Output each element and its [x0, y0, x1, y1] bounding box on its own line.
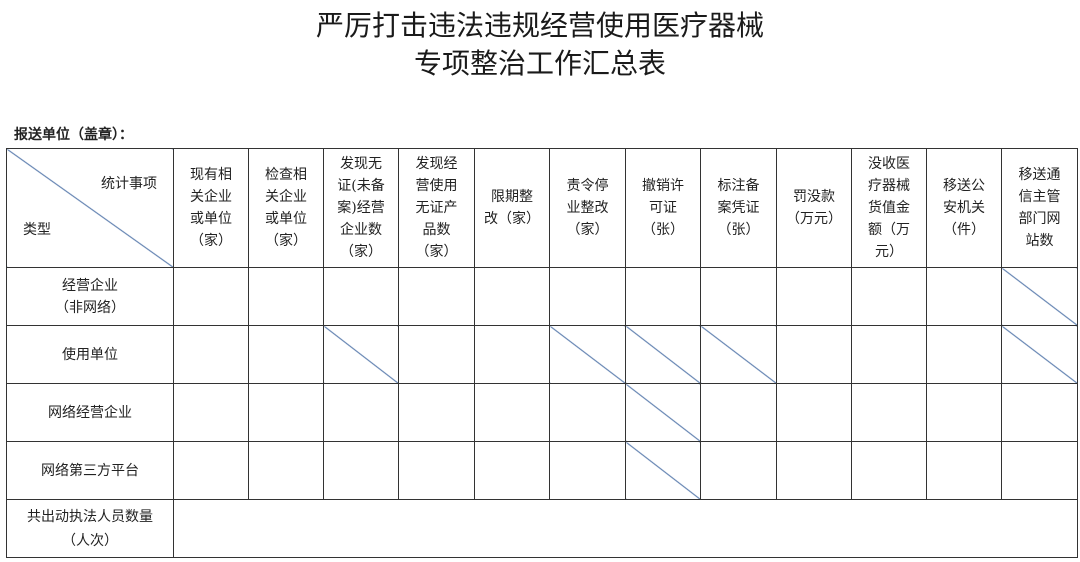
column-header: 现有相 关企业 或单位 （家）	[173, 148, 249, 268]
table-row: 经营企业 （非网络）	[6, 267, 1078, 326]
column-header: 撤销许 可证 （张）	[625, 148, 701, 268]
data-cell[interactable]	[398, 325, 475, 384]
data-cell[interactable]	[851, 383, 927, 442]
data-cell[interactable]	[323, 267, 399, 326]
data-cell[interactable]	[700, 267, 777, 326]
corner-header-cell: 统计事项 类型	[6, 148, 174, 268]
data-cell[interactable]	[926, 441, 1002, 500]
data-cell[interactable]	[248, 383, 324, 442]
submit-unit-label: 报送单位（盖章）：	[14, 127, 133, 143]
summary-table: 统计事项 类型 现有相 关企业 或单位 （家） 检查相 关企业 或单位 （家） 发现…	[6, 148, 1078, 558]
data-cell[interactable]	[474, 383, 550, 442]
slashed-cell	[625, 383, 701, 442]
data-cell[interactable]	[248, 267, 324, 326]
data-cell[interactable]	[398, 383, 475, 442]
slashed-cell	[625, 325, 701, 384]
slashed-cell	[549, 325, 626, 384]
column-header: 发现无 证(未备 案)经营 企业数 （家）	[323, 148, 399, 268]
data-cell[interactable]	[474, 441, 550, 500]
column-header: 标注备 案凭证 （张）	[700, 148, 777, 268]
data-cell[interactable]	[776, 383, 852, 442]
slashed-cell	[1001, 325, 1078, 384]
corner-type-label: 类型	[23, 222, 51, 238]
data-cell[interactable]	[398, 267, 475, 326]
data-cell[interactable]	[248, 325, 324, 384]
data-cell[interactable]	[549, 267, 626, 326]
data-cell[interactable]	[323, 383, 399, 442]
data-cell[interactable]	[474, 267, 550, 326]
data-cell[interactable]	[1001, 441, 1078, 500]
page-title: 严厉打击违法违规经营使用医疗器械	[315, 9, 764, 42]
personnel-count-label: 共出动执法人员数量 （人次）	[6, 499, 174, 558]
column-header: 发现经 营使用 无证产 品数 （家）	[398, 148, 475, 268]
slashed-cell	[700, 325, 777, 384]
data-cell[interactable]	[173, 441, 249, 500]
data-cell[interactable]	[173, 325, 249, 384]
data-cell[interactable]	[323, 441, 399, 500]
data-cell[interactable]	[851, 267, 927, 326]
column-header: 移送公 安机关 （件）	[926, 148, 1002, 268]
column-header: 责令停 业整改 （家）	[549, 148, 626, 268]
data-cell[interactable]	[549, 441, 626, 500]
personnel-count-cell[interactable]	[173, 499, 1078, 558]
data-cell[interactable]	[776, 325, 852, 384]
column-header: 罚没款 （万元）	[776, 148, 852, 268]
data-cell[interactable]	[926, 267, 1002, 326]
row-label: 经营企业 （非网络）	[6, 267, 174, 326]
data-cell[interactable]	[625, 267, 701, 326]
data-cell[interactable]	[700, 441, 777, 500]
page-subtitle: 专项整治工作汇总表	[413, 47, 666, 80]
data-cell[interactable]	[700, 383, 777, 442]
column-header: 检查相 关企业 或单位 （家）	[248, 148, 324, 268]
data-cell[interactable]	[776, 267, 852, 326]
column-header: 没收医 疗器械 货值金 额（万 元）	[851, 148, 927, 268]
data-cell[interactable]	[398, 441, 475, 500]
column-header: 移送通 信主管 部门网 站数	[1001, 148, 1078, 268]
row-label: 网络第三方平台	[6, 441, 174, 500]
slashed-cell	[625, 441, 701, 500]
column-header: 限期整 改（家）	[474, 148, 550, 268]
slashed-cell	[323, 325, 399, 384]
row-label: 使用单位	[6, 325, 174, 384]
data-cell[interactable]	[851, 325, 927, 384]
data-cell[interactable]	[1001, 383, 1078, 442]
corner-stat-label: 统计事项	[101, 176, 157, 192]
data-cell[interactable]	[926, 383, 1002, 442]
data-cell[interactable]	[248, 441, 324, 500]
data-cell[interactable]	[173, 267, 249, 326]
data-cell[interactable]	[173, 383, 249, 442]
data-cell[interactable]	[474, 325, 550, 384]
data-cell[interactable]	[549, 383, 626, 442]
data-cell[interactable]	[776, 441, 852, 500]
header-row: 统计事项 类型 现有相 关企业 或单位 （家） 检查相 关企业 或单位 （家） 发现…	[6, 148, 1078, 268]
table-row: 使用单位	[6, 325, 1078, 384]
row-label: 网络经营企业	[6, 383, 174, 442]
data-cell[interactable]	[926, 325, 1002, 384]
footer-row: 共出动执法人员数量 （人次）	[6, 499, 1078, 558]
table-row: 网络第三方平台	[6, 441, 1078, 500]
data-cell[interactable]	[851, 441, 927, 500]
slashed-cell	[1001, 267, 1078, 326]
table-row: 网络经营企业	[6, 383, 1078, 442]
